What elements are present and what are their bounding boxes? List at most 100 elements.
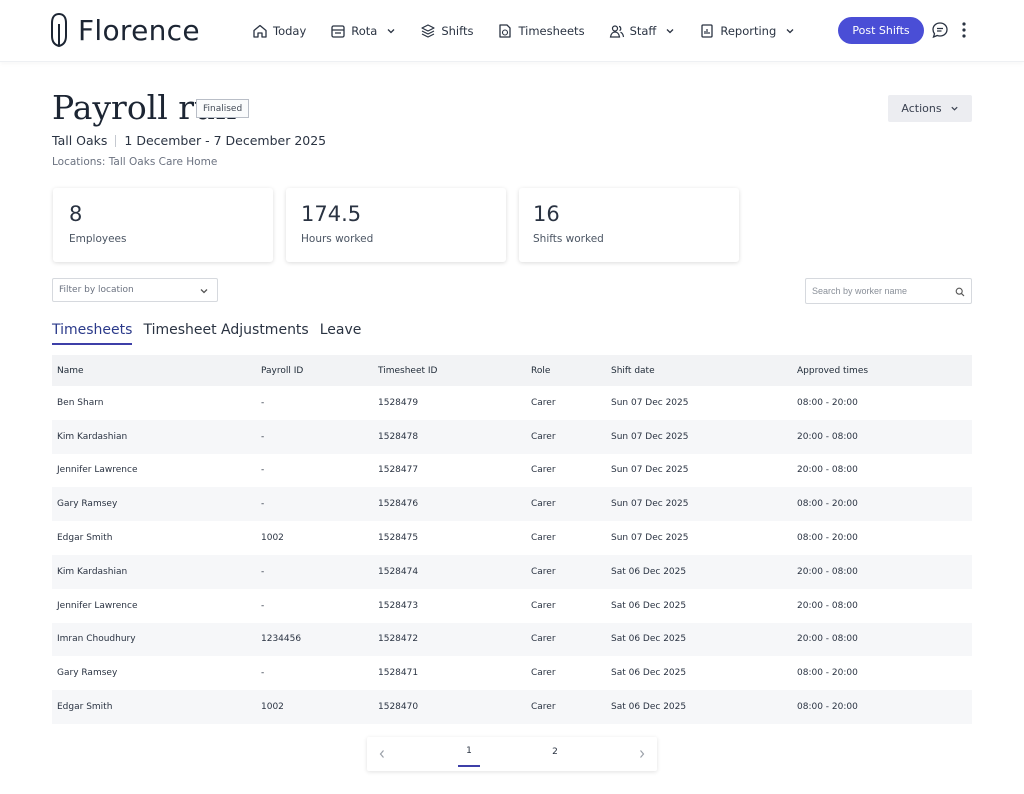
nav-item-label: Timesheets: [518, 24, 585, 38]
column-header-role[interactable]: Role: [531, 365, 551, 376]
cell-timesheet-id: 1528477: [378, 465, 419, 476]
table-row[interactable]: Kim Kardashian - 1528474 Carer Sat 06 De…: [52, 554, 972, 589]
table-row[interactable]: Gary Ramsey - 1528476 Carer Sun 07 Dec 2…: [52, 487, 972, 522]
cell-name: Imran Choudhury: [57, 634, 136, 645]
worker-search: [805, 278, 972, 304]
cell-payroll-id: -: [261, 465, 265, 476]
more-options-icon[interactable]: [958, 21, 970, 39]
stat-card-employees: 8 Employees: [53, 188, 273, 262]
chevron-left-icon[interactable]: [377, 748, 387, 760]
cell-payroll-id: -: [261, 668, 265, 679]
column-header-shift-date[interactable]: Shift date: [611, 365, 655, 376]
actions-button[interactable]: Actions: [888, 95, 972, 122]
stat-card-shifts: 16 Shifts worked: [519, 188, 739, 262]
calendar-icon: [331, 25, 345, 38]
tabs: Timesheets Timesheet Adjustments Leave: [52, 322, 372, 345]
cell-name: Edgar Smith: [57, 533, 113, 544]
pagination: 1 2: [367, 737, 657, 771]
nav-item-reporting[interactable]: Reporting: [699, 23, 795, 39]
column-header-name[interactable]: Name: [57, 365, 84, 376]
nav-item-rota[interactable]: Rota: [330, 23, 396, 39]
brand[interactable]: Florence: [50, 12, 200, 48]
home-icon: [253, 24, 267, 38]
cell-approved-times: 08:00 - 20:00: [797, 702, 858, 713]
cell-name: Jennifer Lawrence: [57, 465, 138, 476]
nav-item-shifts[interactable]: Shifts: [420, 23, 473, 39]
cell-name: Ben Sharn: [57, 397, 104, 408]
cell-shift-date: Sat 06 Dec 2025: [611, 600, 687, 611]
table-row[interactable]: Jennifer Lawrence - 1528477 Carer Sun 07…: [52, 454, 972, 488]
stat-value: 8: [69, 202, 83, 226]
nav-item-timesheets[interactable]: Timesheets: [497, 23, 585, 39]
nav-item-today[interactable]: Today: [252, 23, 306, 39]
cell-role: Carer: [531, 702, 556, 713]
chevron-down-icon: [387, 29, 395, 34]
worker-search-input[interactable]: [806, 279, 946, 303]
divider: [115, 134, 117, 147]
cell-approved-times: 20:00 - 08:00: [797, 566, 858, 577]
chevron-down-icon: [200, 289, 208, 294]
staff-icon: [609, 25, 624, 38]
cell-payroll-id: -: [261, 499, 265, 510]
post-shifts-button[interactable]: Post Shifts: [838, 17, 924, 44]
cell-payroll-id: 1002: [261, 533, 284, 544]
cell-timesheet-id: 1528471: [378, 668, 419, 679]
cell-payroll-id: -: [261, 600, 265, 611]
column-header-approved-times[interactable]: Approved times: [797, 365, 869, 376]
cell-shift-date: Sun 07 Dec 2025: [611, 533, 689, 544]
cell-role: Carer: [531, 499, 556, 510]
cell-shift-date: Sat 06 Dec 2025: [611, 702, 687, 713]
cell-payroll-id: -: [261, 431, 265, 442]
cell-name: Gary Ramsey: [57, 668, 118, 679]
table-row[interactable]: Kim Kardashian - 1528478 Carer Sun 07 De…: [52, 419, 972, 454]
location-filter-select[interactable]: Filter by location: [52, 278, 218, 302]
cell-name: Jennifer Lawrence: [57, 600, 138, 611]
tab-timesheet-adjustments[interactable]: Timesheet Adjustments: [143, 322, 309, 338]
cell-timesheet-id: 1528476: [378, 499, 419, 510]
location-filter-placeholder: Filter by location: [59, 285, 134, 295]
cell-name: Kim Kardashian: [57, 431, 128, 442]
cell-approved-times: 08:00 - 20:00: [797, 533, 858, 544]
cell-timesheet-id: 1528474: [378, 566, 419, 577]
table-row[interactable]: Imran Choudhury 1234456 1528472 Carer Sa…: [52, 622, 972, 657]
cell-timesheet-id: 1528470: [378, 702, 419, 713]
shifts-icon: [421, 24, 435, 38]
column-header-payroll-id[interactable]: Payroll ID: [261, 365, 304, 376]
table-row[interactable]: Edgar Smith 1002 1528470 Carer Sat 06 De…: [52, 690, 972, 724]
page-2-button[interactable]: 2: [552, 747, 558, 757]
cell-timesheet-id: 1528472: [378, 634, 419, 645]
cell-approved-times: 20:00 - 08:00: [797, 465, 858, 476]
top-navigation-bar: Florence Today Rota Shifts Timesheets St…: [0, 0, 1024, 62]
tab-timesheets[interactable]: Timesheets: [52, 322, 133, 345]
table-row[interactable]: Gary Ramsey - 1528471 Carer Sat 06 Dec 2…: [52, 656, 972, 690]
nav-item-label: Rota: [351, 24, 378, 38]
table-row[interactable]: Jennifer Lawrence - 1528473 Carer Sat 06…: [52, 589, 972, 623]
cell-name: Edgar Smith: [57, 702, 113, 713]
table-row[interactable]: Ben Sharn - 1528479 Carer Sun 07 Dec 202…: [52, 386, 972, 420]
timesheets-table: Name Payroll ID Timesheet ID Role Shift …: [52, 355, 972, 724]
search-icon[interactable]: [955, 287, 965, 297]
column-header-timesheet-id[interactable]: Timesheet ID: [378, 365, 438, 376]
table-row[interactable]: Edgar Smith 1002 1528475 Carer Sun 07 De…: [52, 521, 972, 555]
cell-role: Carer: [531, 668, 556, 679]
nav-item-label: Shifts: [441, 24, 474, 38]
page-1-button[interactable]: 1: [458, 737, 480, 767]
tab-leave[interactable]: Leave: [319, 322, 362, 338]
cell-timesheet-id: 1528475: [378, 533, 419, 544]
cell-name: Gary Ramsey: [57, 499, 118, 510]
cell-shift-date: Sat 06 Dec 2025: [611, 566, 687, 577]
nav-item-label: Staff: [629, 24, 657, 38]
chevron-down-icon: [786, 29, 794, 34]
chat-icon[interactable]: [931, 21, 949, 39]
nav-item-staff[interactable]: Staff: [609, 23, 676, 39]
cell-payroll-id: 1234456: [261, 634, 302, 645]
cell-approved-times: 08:00 - 20:00: [797, 668, 858, 679]
cell-shift-date: Sat 06 Dec 2025: [611, 634, 687, 645]
main-nav: Today Rota Shifts Timesheets Staff Repor…: [252, 0, 819, 62]
chevron-right-icon[interactable]: [637, 748, 647, 760]
report-icon: [701, 24, 713, 38]
chevron-down-icon: [666, 29, 674, 34]
cell-name: Kim Kardashian: [57, 566, 128, 577]
nav-item-label: Today: [273, 24, 307, 38]
cell-payroll-id: 1002: [261, 702, 284, 713]
